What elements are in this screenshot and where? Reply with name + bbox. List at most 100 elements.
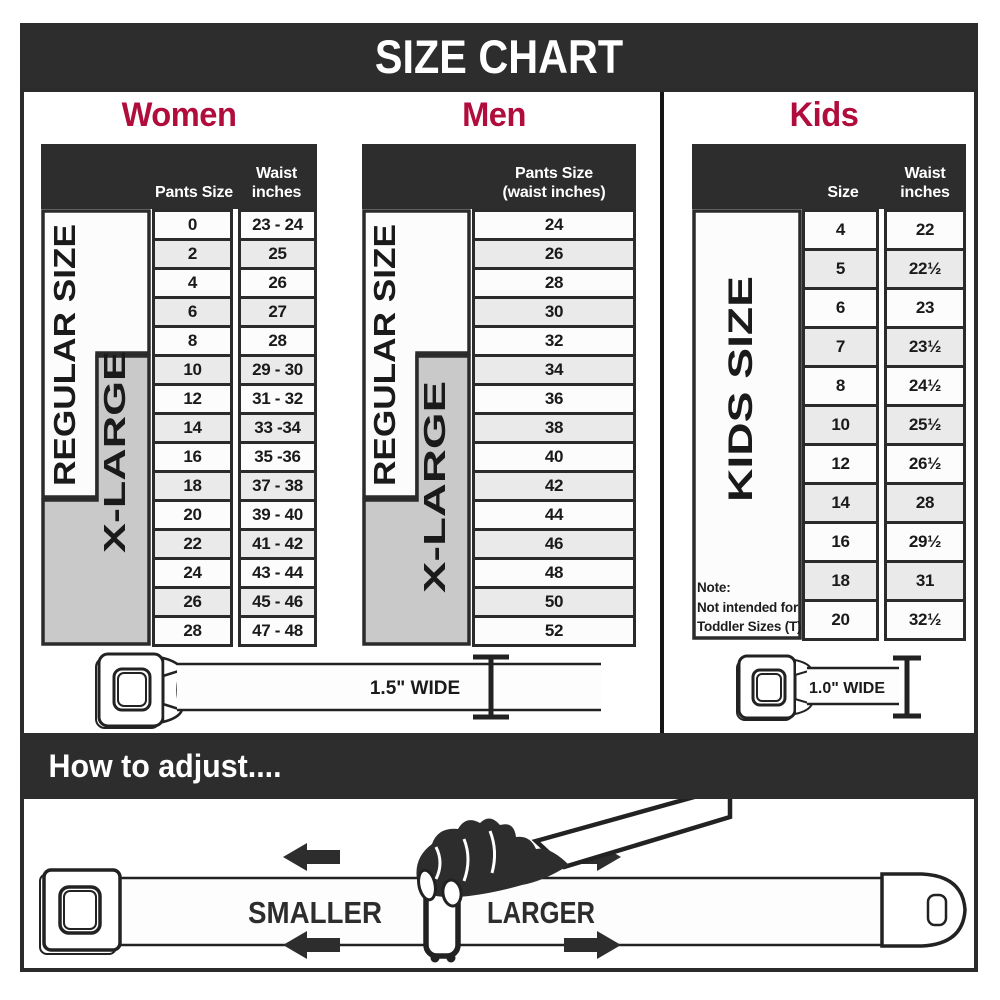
women-waist-header: Waist inches <box>251 165 302 201</box>
table-cell: 8 <box>152 325 233 357</box>
table-row: 8 24½ <box>802 365 966 407</box>
table-cell: 18 <box>802 560 879 602</box>
table-row: 24 43 - 44 <box>152 557 317 589</box>
smaller-label: SMALLER <box>248 895 382 930</box>
men-xlarge-region <box>362 354 471 646</box>
belt-illustration-kids: 1.0" WIDE <box>736 654 921 721</box>
table-cell: 50 <box>472 586 636 618</box>
adult-belt-width-label: 1.5" WIDE <box>370 678 460 699</box>
kids-size-range-labels: KIDS SIZE <box>692 209 802 640</box>
table-row: 4 26 <box>152 267 317 299</box>
table-cell: 5 <box>802 248 879 290</box>
arrow-left-icon <box>283 843 340 871</box>
table-row: 6 23 <box>802 287 966 329</box>
kids-note: Note: Not intended for Toddler Sizes (T) <box>697 580 802 635</box>
kids-table-body: 4 22 5 22½ 6 23 7 23½ 8 24½ 10 25½ 12 26½ 14 28 16 29½ 18 3… <box>802 209 966 641</box>
table-row: 2 25 <box>152 238 317 270</box>
table-cell: 42 <box>472 470 636 502</box>
women-pants-size-header: Pants Size <box>154 184 234 201</box>
table-row: 14 33 -34 <box>152 412 317 444</box>
seatbelt-buckle-icon <box>95 652 184 729</box>
table-cell: 34 <box>472 354 636 386</box>
men-regular-size-region <box>362 209 471 499</box>
seatbelt-buckle-icon <box>736 654 814 721</box>
how-to-adjust-bar: How to adjust.... <box>20 733 978 799</box>
table-row: 36 <box>472 383 636 415</box>
table-cell: 14 <box>152 412 233 444</box>
table-row: 46 <box>472 528 636 560</box>
table-cell: 38 <box>472 412 636 444</box>
table-row: 34 <box>472 354 636 386</box>
table-cell: 20 <box>802 599 879 641</box>
table-cell: 36 <box>472 383 636 415</box>
table-row: 20 32½ <box>802 599 966 641</box>
table-cell: 10 <box>802 404 879 446</box>
table-cell: 24 <box>152 557 233 589</box>
women-regular-size-label: REGULAR SIZE <box>47 224 82 486</box>
table-cell: 37 - 38 <box>238 470 317 502</box>
table-cell: 25 <box>238 238 317 270</box>
table-cell: 22 <box>152 528 233 560</box>
table-cell: 28 <box>152 615 233 647</box>
table-row: 48 <box>472 557 636 589</box>
table-cell: 22 <box>884 209 966 251</box>
belt-strap <box>807 666 899 706</box>
table-row: 16 29½ <box>802 521 966 563</box>
table-cell: 18 <box>152 470 233 502</box>
table-cell: 8 <box>802 365 879 407</box>
table-row: 12 26½ <box>802 443 966 485</box>
table-cell: 29½ <box>884 521 966 563</box>
women-xlarge-region <box>41 354 151 646</box>
table-row: 26 45 - 46 <box>152 586 317 618</box>
table-row: 5 22½ <box>802 248 966 290</box>
table-cell: 28 <box>884 482 966 524</box>
belt-strap <box>120 876 882 947</box>
table-row: 44 <box>472 499 636 531</box>
table-row: 50 <box>472 586 636 618</box>
belt-strap <box>177 662 601 712</box>
table-cell: 4 <box>802 209 879 251</box>
table-cell: 23 <box>884 287 966 329</box>
women-size-range-labels: REGULAR SIZE X-LARGE <box>41 209 151 646</box>
size-tables-section: Women Men Kids Pants Size Waist inches R… <box>20 89 978 733</box>
belt-illustration-adult: 1.5" WIDE <box>95 652 601 729</box>
table-row: 0 23 - 24 <box>152 209 317 241</box>
table-cell: 24 <box>472 209 636 241</box>
title-banner: SIZE CHART <box>20 23 978 89</box>
table-cell: 35 -36 <box>238 441 317 473</box>
table-cell: 2 <box>152 238 233 270</box>
table-cell: 45 - 46 <box>238 586 317 618</box>
table-cell: 48 <box>472 557 636 589</box>
table-cell: 52 <box>472 615 636 647</box>
women-table-header: Pants Size Waist inches <box>41 144 317 209</box>
table-row: 10 29 - 30 <box>152 354 317 386</box>
table-row: 26 <box>472 238 636 270</box>
table-row: 42 <box>472 470 636 502</box>
table-cell: 7 <box>802 326 879 368</box>
women-regular-size-region <box>41 209 151 499</box>
table-cell: 12 <box>802 443 879 485</box>
table-cell: 29 - 30 <box>238 354 317 386</box>
adjust-illustration: SMALLER LARGER <box>39 799 967 963</box>
table-row: 6 27 <box>152 296 317 328</box>
table-row: 22 41 - 42 <box>152 528 317 560</box>
table-cell: 14 <box>802 482 879 524</box>
how-to-adjust-title: How to adjust.... <box>48 747 282 784</box>
table-cell: 20 <box>152 499 233 531</box>
table-row: 7 23½ <box>802 326 966 368</box>
table-row: 4 22 <box>802 209 966 251</box>
table-cell: 0 <box>152 209 233 241</box>
table-cell: 26 <box>238 267 317 299</box>
table-cell: 32 <box>472 325 636 357</box>
table-row: 14 28 <box>802 482 966 524</box>
women-title: Women <box>121 95 237 134</box>
table-cell: 22½ <box>884 248 966 290</box>
table-cell: 28 <box>238 325 317 357</box>
table-cell: 39 - 40 <box>238 499 317 531</box>
women-table-body: 0 23 - 24 2 25 4 26 6 27 8 28 10 29 - 30 12 31 - 32 14… <box>152 209 317 647</box>
table-row: 38 <box>472 412 636 444</box>
men-xlarge-label: X-LARGE <box>417 381 452 593</box>
kids-size-header: Size <box>827 184 859 201</box>
adjust-illustration-area: SMALLER LARGER <box>20 799 978 972</box>
table-cell: 27 <box>238 296 317 328</box>
